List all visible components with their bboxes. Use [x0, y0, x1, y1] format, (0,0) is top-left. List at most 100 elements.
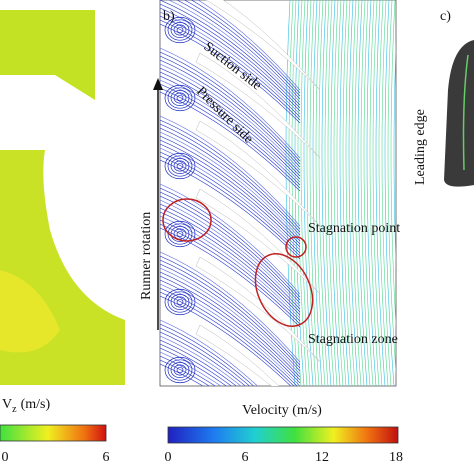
streamline [300, 0, 311, 386]
panel-b: b) Suction side Pressure side Runner rot… [139, 0, 412, 465]
streamline [360, 0, 371, 386]
streamline [309, 0, 320, 386]
streamline [160, 91, 301, 192]
streamline [330, 0, 341, 386]
streamline [390, 0, 396, 332]
blade [205, 0, 321, 91]
highlight [285, 236, 307, 258]
highlight [254, 253, 314, 327]
streamline [160, 347, 227, 386]
streamline [324, 0, 335, 386]
streamline [164, 16, 196, 44]
streamline [170, 362, 190, 378]
annotation: Runner rotation [139, 212, 154, 300]
streamline [160, 211, 301, 316]
streamline [170, 90, 190, 106]
streamline [160, 327, 250, 386]
streamline [160, 291, 295, 386]
streamline [160, 331, 246, 386]
streamline [160, 215, 301, 319]
streamline [160, 131, 301, 239]
streamline [397, 0, 406, 386]
streamline [160, 319, 258, 386]
streamline [176, 95, 184, 101]
streamline [160, 339, 237, 386]
streamline [160, 251, 301, 363]
streamline [160, 147, 301, 251]
streamline [348, 0, 359, 386]
streamline [173, 160, 187, 172]
streamline [173, 364, 187, 376]
streamline [160, 123, 301, 233]
blade [444, 40, 474, 187]
streamline [297, 0, 308, 386]
streamline [403, 0, 412, 386]
streamline [160, 139, 301, 245]
streamline [384, 0, 395, 386]
colorbar [0, 424, 107, 442]
streamline [167, 87, 193, 109]
streamline [160, 59, 301, 168]
streamline [291, 0, 302, 386]
streamline [375, 0, 386, 386]
streamline [173, 296, 187, 308]
streamline [351, 0, 362, 386]
streamline [378, 0, 389, 386]
streamline [160, 283, 301, 386]
streamline [369, 0, 380, 386]
colorbar-tick: 0 [2, 450, 9, 465]
panel-tag: c) [440, 9, 451, 24]
streamline [190, 0, 301, 94]
streamline [306, 0, 317, 386]
streamline [160, 51, 301, 162]
streamline [183, 0, 301, 97]
streamline [167, 155, 193, 177]
streamline [170, 22, 190, 38]
streamline [160, 71, 301, 177]
streamline [176, 27, 184, 33]
streamline [160, 207, 301, 313]
streamline [167, 291, 193, 313]
streamline [345, 0, 356, 386]
streamline [160, 87, 301, 189]
streamline [160, 67, 301, 174]
streamline [160, 275, 301, 381]
streamline [167, 19, 193, 41]
streamline [312, 0, 323, 386]
streamline [318, 0, 329, 386]
panel-a: Vz (m/s) 0 6 [0, 10, 125, 465]
streamline [400, 0, 409, 386]
streamline [160, 287, 298, 386]
streamline [164, 356, 196, 384]
streamline [339, 0, 350, 386]
colorbar-tick: 12 [315, 450, 329, 465]
streamline [160, 219, 301, 322]
blade [195, 256, 321, 363]
streamline [160, 223, 301, 325]
streamline [167, 223, 193, 245]
streamline [160, 323, 254, 386]
streamline [160, 55, 301, 165]
streamline [160, 155, 301, 257]
axis-label: Vz (m/s) [2, 397, 50, 415]
blade [195, 120, 321, 227]
streamline [176, 0, 301, 100]
streamline [160, 151, 301, 254]
streamline [164, 288, 196, 316]
streamline [315, 0, 326, 386]
streamline [176, 299, 184, 305]
streamline [342, 0, 353, 386]
streamline [160, 199, 301, 307]
streamline [164, 152, 196, 180]
streamline [354, 0, 365, 386]
streamline [160, 47, 301, 159]
streamline [160, 267, 301, 375]
streamline [160, 343, 232, 386]
streamline [160, 115, 301, 227]
streamline [294, 0, 305, 386]
panel-frame [159, 0, 397, 387]
colorbar-tick: 0 [165, 450, 172, 465]
streamline [160, 23, 301, 124]
streamline [173, 92, 187, 104]
